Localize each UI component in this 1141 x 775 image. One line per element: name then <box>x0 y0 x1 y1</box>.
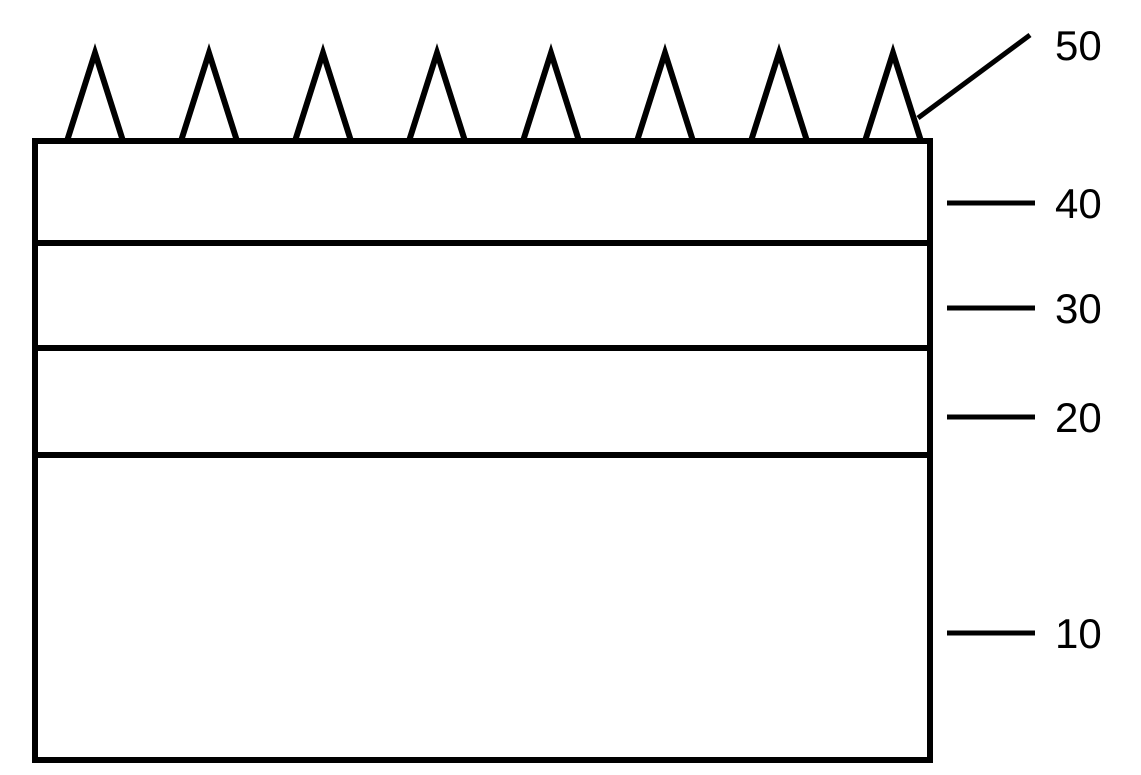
cross-section-diagram: 50 40 30 20 10 <box>0 0 1141 775</box>
layer-label-30: 30 <box>1055 285 1102 332</box>
layer-label-20: 20 <box>1055 394 1102 441</box>
layer-label-10: 10 <box>1055 610 1102 657</box>
layer-label-40: 40 <box>1055 180 1102 227</box>
layer-label-50: 50 <box>1055 22 1102 69</box>
